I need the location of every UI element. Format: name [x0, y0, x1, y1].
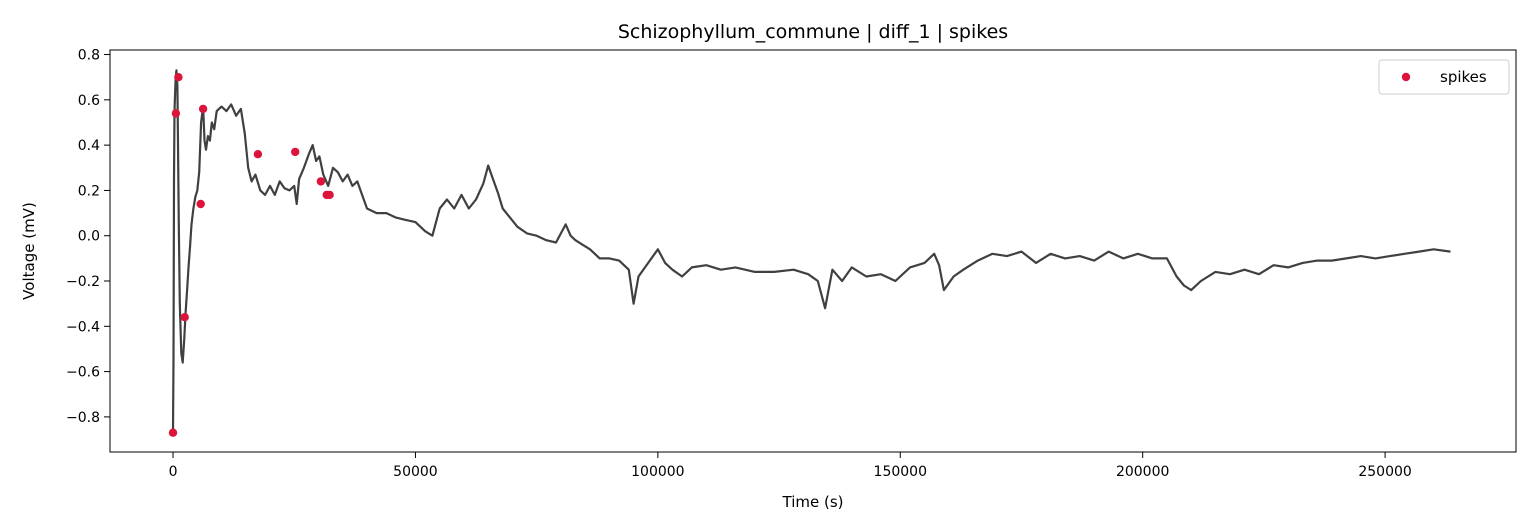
spike-point [171, 109, 181, 118]
y-tick-label: 0.8 [78, 48, 100, 64]
x-tick-label: 150000 [874, 464, 927, 480]
y-tick-label: −0.6 [66, 365, 100, 381]
y-axis: −0.8 −0.6 −0.4 −0.2 0.0 0.2 0.4 0.6 0.8 [66, 48, 110, 426]
y-tick-label: 0.0 [78, 229, 100, 245]
spikes-layer [168, 73, 334, 437]
plot-area [109, 49, 1517, 453]
legend: spikes [1378, 59, 1510, 95]
x-axis-label: Time (s) [782, 493, 844, 511]
y-tick-label: 0.4 [78, 138, 100, 154]
x-tick-label: 0 [169, 464, 178, 480]
spike-point [316, 177, 326, 186]
y-tick-label: 0.2 [78, 183, 100, 199]
y-tick-label: −0.4 [66, 319, 100, 335]
plot-frame [109, 49, 1517, 453]
x-tick-label: 100000 [631, 464, 684, 480]
spike-point [168, 428, 178, 437]
spike-point [253, 150, 263, 159]
chart-title: Schizophyllum_commune | diff_1 | spikes [618, 21, 1008, 43]
spike-point [291, 147, 300, 157]
spike-point [325, 190, 334, 200]
spike-point [198, 104, 208, 114]
spike-point [180, 313, 189, 322]
legend-frame [1378, 59, 1510, 95]
legend-marker [1401, 72, 1411, 82]
x-tick-label: 200000 [1116, 464, 1169, 480]
plot-background [110, 50, 1516, 452]
spike-point [196, 199, 205, 209]
x-axis: 0 50000 100000 150000 200000 250000 [169, 452, 1412, 480]
spike-point [174, 73, 183, 82]
x-tick-label: 250000 [1358, 464, 1411, 480]
legend-label: spikes [1440, 68, 1487, 86]
y-tick-label: −0.8 [66, 410, 100, 426]
y-tick-label: 0.6 [78, 93, 100, 109]
y-axis-label: Voltage (mV) [20, 202, 38, 300]
y-tick-label: −0.2 [66, 274, 100, 290]
voltage-trace-line [171, 69, 1451, 431]
series-layer [171, 69, 1451, 431]
x-tick-label: 50000 [393, 464, 438, 480]
